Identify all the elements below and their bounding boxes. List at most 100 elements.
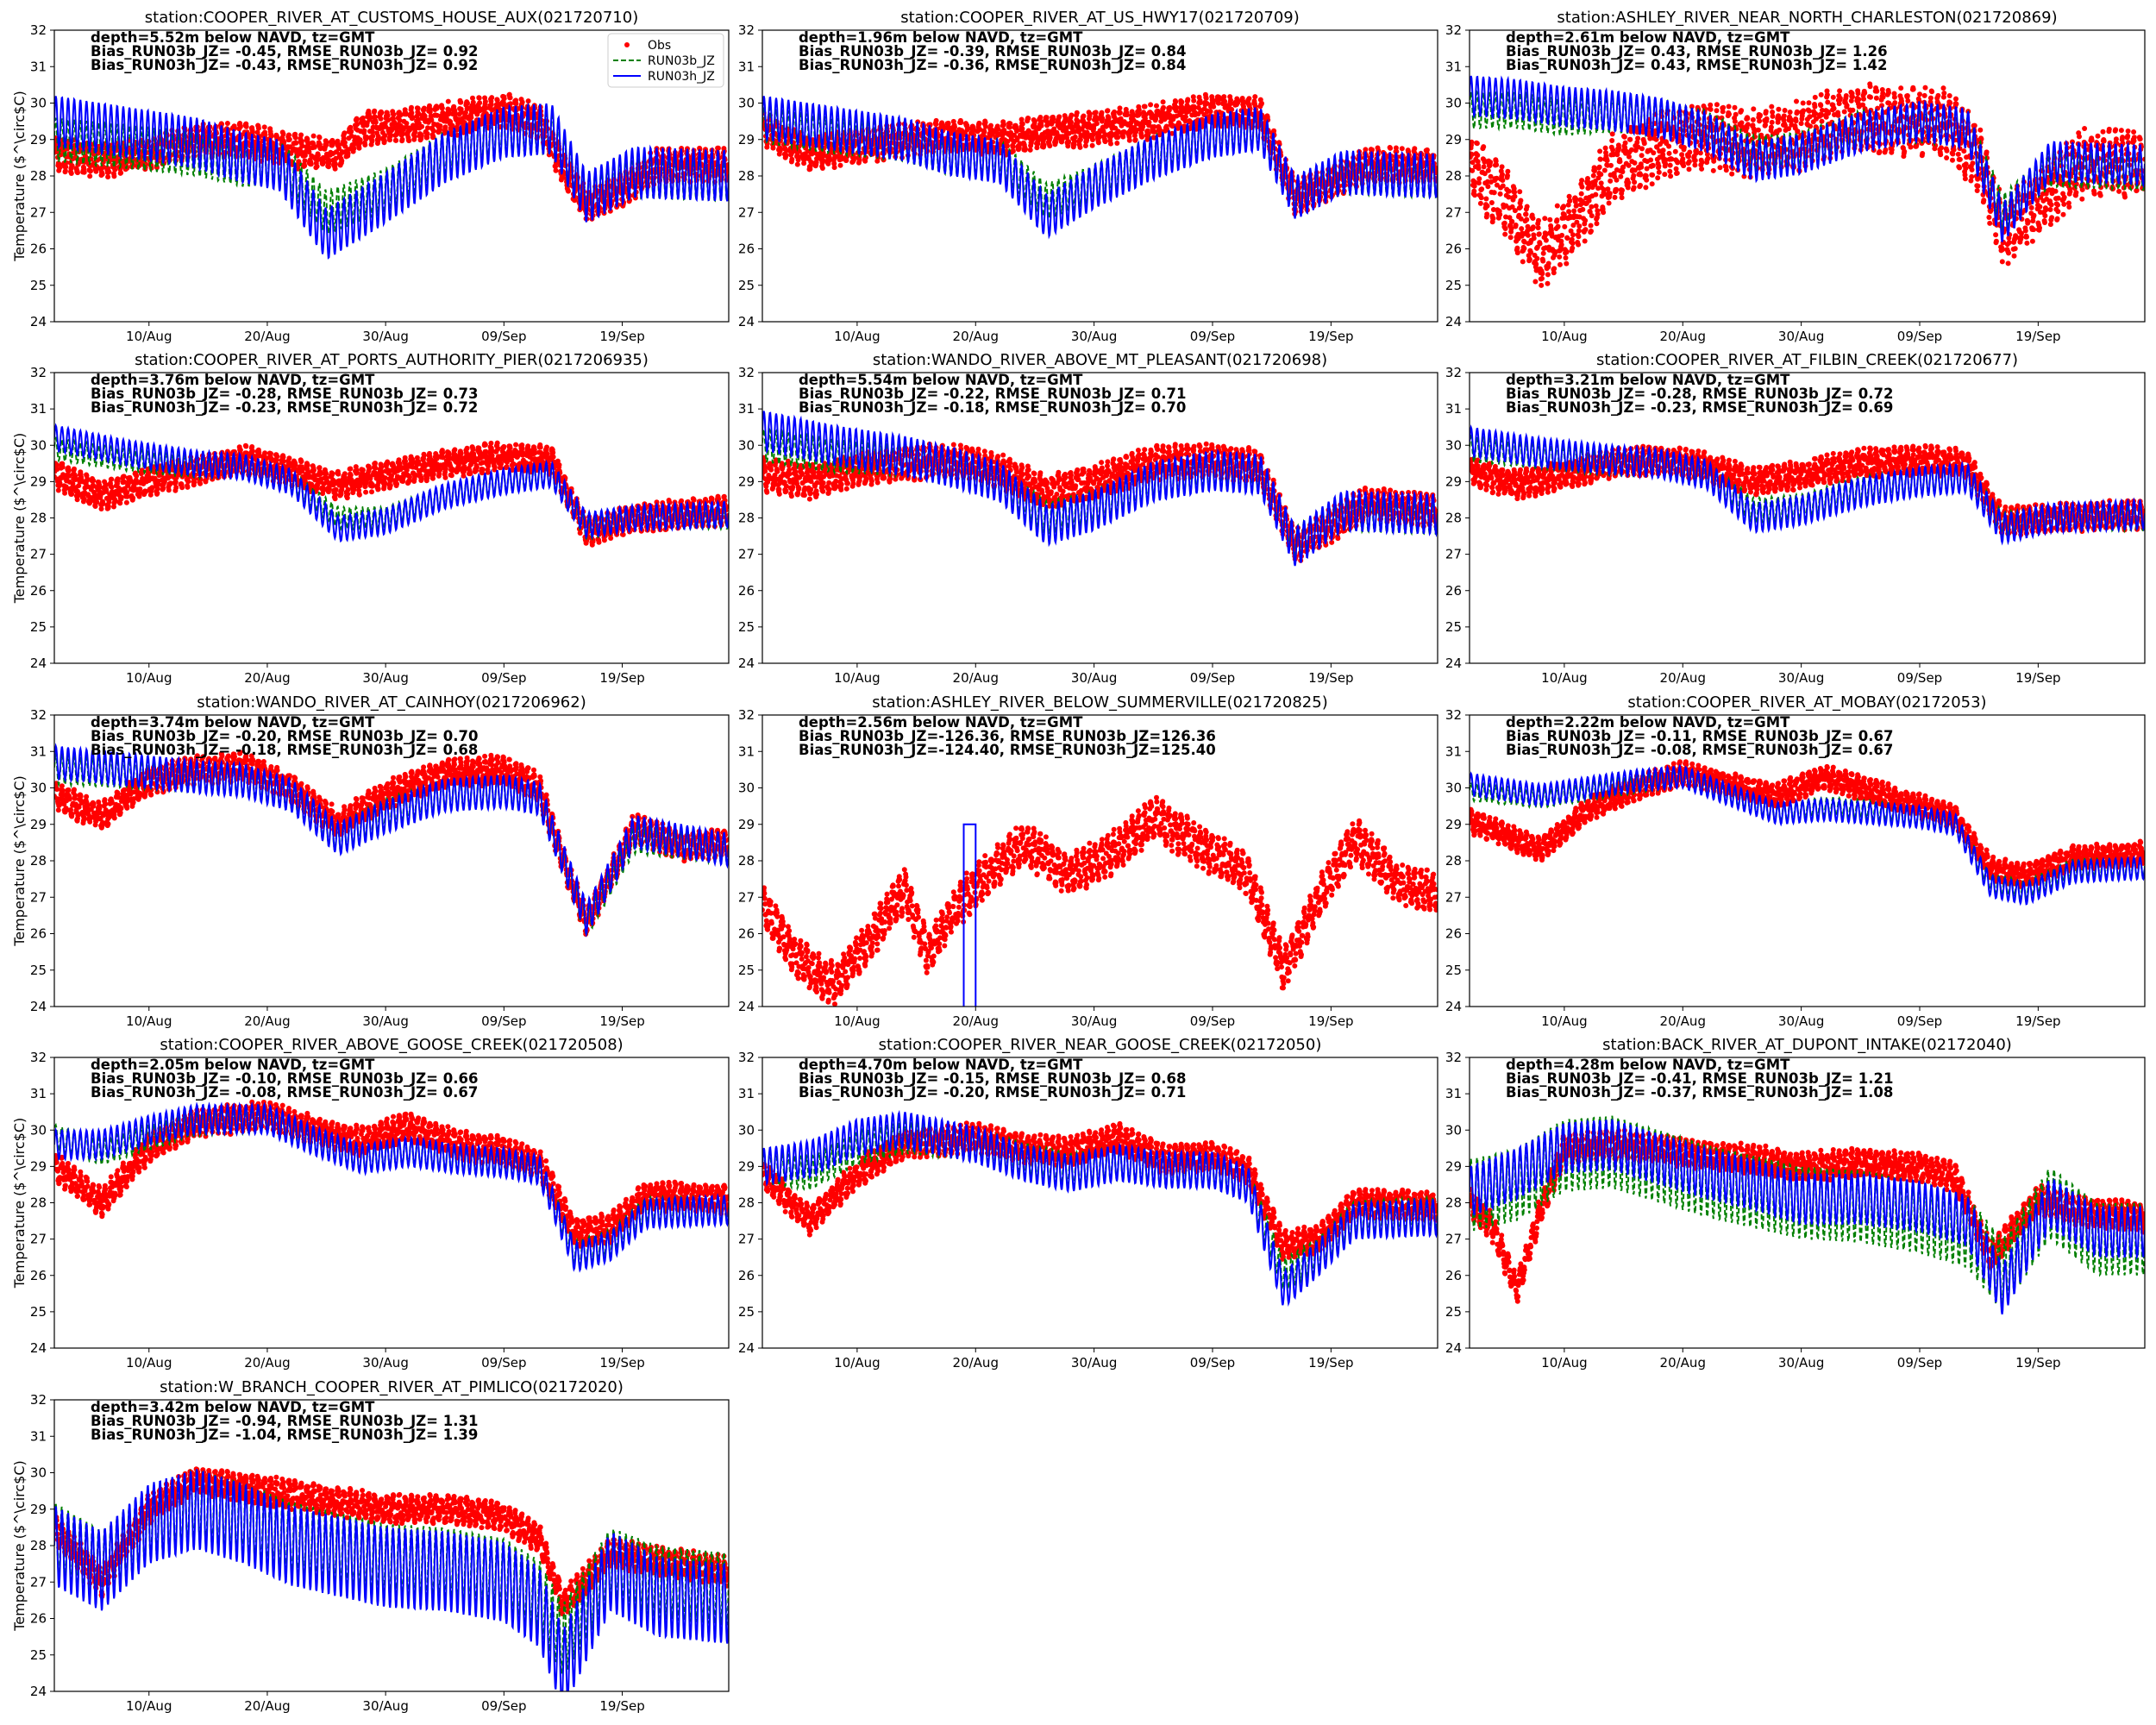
obs-point xyxy=(1530,216,1536,221)
obs-point xyxy=(1666,150,1672,156)
obs-point xyxy=(1745,116,1751,122)
obs-point xyxy=(1484,211,1490,217)
obs-point xyxy=(1545,272,1551,278)
obs-point xyxy=(1787,110,1793,115)
obs-point xyxy=(69,163,75,169)
obs-point xyxy=(1476,166,1482,172)
obs-point xyxy=(1651,150,1657,156)
legend-label: RUN03h_JZ xyxy=(648,70,715,84)
obs-point xyxy=(1692,158,1698,163)
obs-point xyxy=(1806,108,1812,114)
y-tick-label: 24 xyxy=(738,314,755,329)
obs-point xyxy=(1497,191,1503,197)
obs-point xyxy=(1826,110,1832,116)
obs-point xyxy=(57,162,63,168)
plot-area xyxy=(762,91,1438,240)
stats-annotation: Bias_RUN03h_JZ= -0.43, RMSE_RUN03h_JZ= 0… xyxy=(91,57,478,73)
obs-point xyxy=(1117,105,1123,111)
obs-point xyxy=(1576,234,1582,240)
obs-point xyxy=(437,123,443,129)
obs-point xyxy=(342,143,348,149)
obs-point xyxy=(323,140,329,146)
obs-point xyxy=(1050,116,1056,122)
obs-point xyxy=(1161,104,1166,110)
obs-point xyxy=(1699,166,1705,172)
obs-point xyxy=(1490,216,1496,222)
obs-point xyxy=(1583,217,1589,223)
obs-point xyxy=(1531,235,1537,242)
obs-point xyxy=(1570,245,1576,251)
obs-point xyxy=(118,170,124,176)
obs-point xyxy=(286,132,291,138)
obs-point xyxy=(1818,103,1824,109)
obs-point xyxy=(293,140,299,146)
obs-point xyxy=(1567,198,1573,204)
obs-point xyxy=(1502,226,1508,231)
obs-point xyxy=(1681,145,1687,150)
obs-point xyxy=(489,95,495,101)
obs-point xyxy=(1513,223,1519,228)
obs-point xyxy=(465,100,470,106)
obs-point xyxy=(1745,122,1751,128)
obs-point xyxy=(1679,152,1685,158)
obs-point xyxy=(952,124,957,130)
obs-point xyxy=(1484,203,1490,209)
obs-point xyxy=(243,123,249,129)
obs-point xyxy=(1041,142,1047,148)
obs-point xyxy=(1519,226,1525,232)
obs-point xyxy=(388,132,394,138)
obs-point xyxy=(1627,136,1633,142)
obs-point xyxy=(302,158,308,164)
obs-point xyxy=(62,168,68,174)
obs-point xyxy=(1535,225,1541,231)
obs-point xyxy=(1576,242,1582,248)
obs-point xyxy=(1675,160,1681,166)
obs-point xyxy=(1481,164,1487,170)
obs-point xyxy=(1221,94,1227,100)
obs-point xyxy=(1182,114,1188,120)
obs-point xyxy=(440,110,446,116)
obs-point xyxy=(1069,112,1075,118)
obs-point xyxy=(310,133,317,139)
obs-point xyxy=(525,98,531,104)
obs-point xyxy=(302,163,308,169)
obs-point xyxy=(933,117,939,123)
obs-point xyxy=(483,105,489,111)
obs-point xyxy=(1667,168,1673,174)
obs-point xyxy=(429,117,435,123)
x-tick-label: 10/Aug xyxy=(126,329,172,344)
obs-point xyxy=(1618,173,1624,179)
obs-point xyxy=(1500,178,1506,183)
obs-point xyxy=(1644,177,1650,183)
obs-point xyxy=(1095,140,1101,146)
obs-point xyxy=(354,122,360,128)
obs-point xyxy=(1120,134,1126,140)
obs-point xyxy=(1476,176,1482,182)
obs-point xyxy=(1494,162,1500,168)
obs-point xyxy=(1114,141,1120,146)
obs-point xyxy=(507,95,513,101)
obs-point xyxy=(1145,130,1151,136)
obs-point xyxy=(1536,231,1542,237)
obs-point xyxy=(1474,141,1480,147)
obs-point xyxy=(1750,116,1756,122)
obs-point xyxy=(378,116,384,122)
obs-point xyxy=(1259,100,1264,106)
obs-point xyxy=(361,128,367,134)
obs-point xyxy=(342,130,348,136)
obs-point xyxy=(449,122,455,129)
obs-point xyxy=(1638,182,1643,188)
obs-point xyxy=(1757,118,1763,124)
obs-point xyxy=(1800,100,1806,106)
obs-point xyxy=(434,105,440,111)
x-tick-label: 30/Aug xyxy=(362,329,408,344)
obs-point xyxy=(1478,195,1484,201)
obs-point xyxy=(1714,102,1720,108)
obs-point xyxy=(434,112,440,118)
obs-point xyxy=(1100,116,1106,122)
obs-point xyxy=(1173,99,1179,104)
obs-point xyxy=(362,142,368,147)
obs-point xyxy=(87,173,93,179)
obs-point xyxy=(111,173,117,179)
